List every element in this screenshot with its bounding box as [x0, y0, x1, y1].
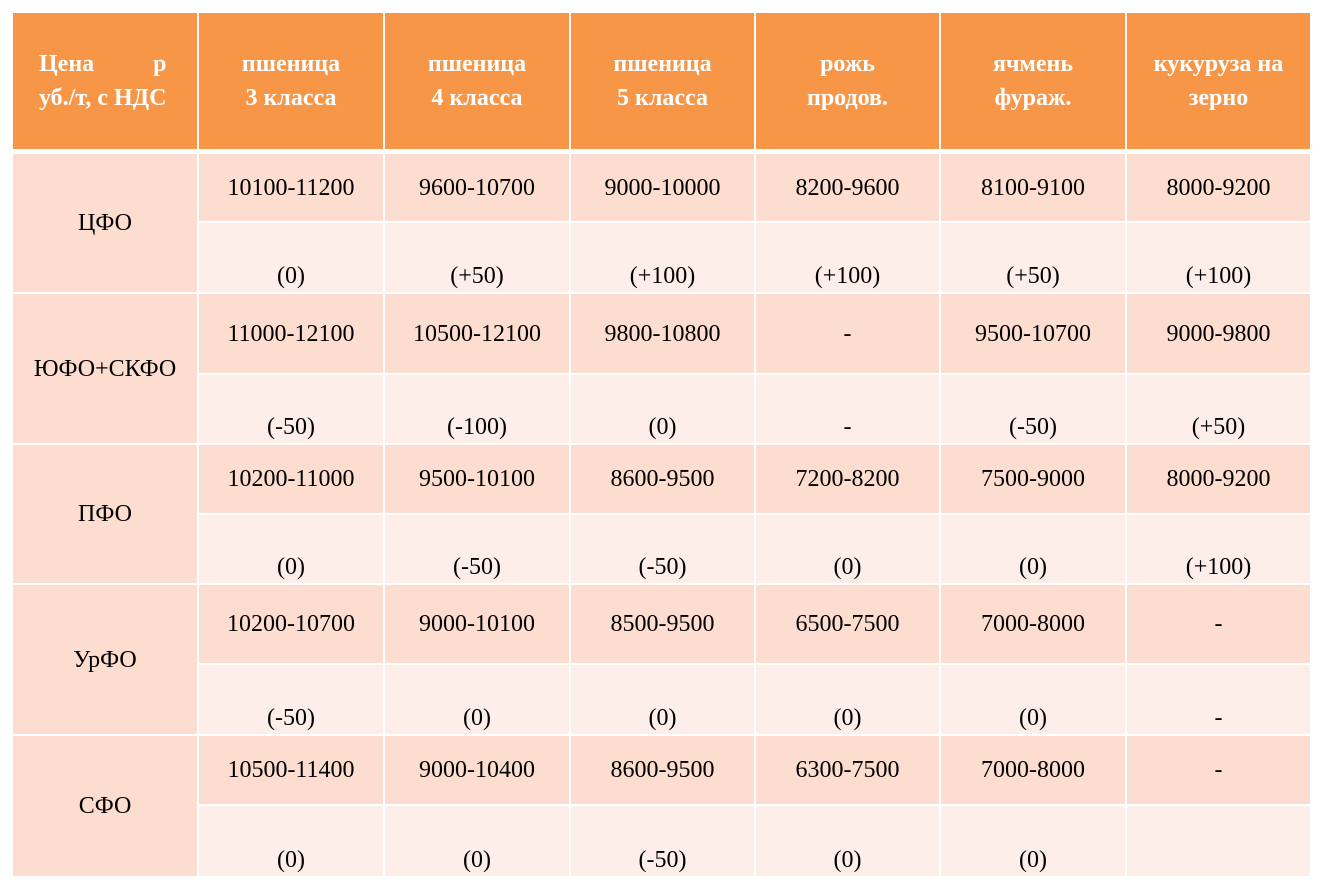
header-cell-crop: пшеница 5 класса — [571, 13, 754, 149]
price-cell: 8000-9200 — [1127, 445, 1310, 513]
price-cell: 9600-10700 — [385, 154, 569, 221]
region-cell: ЦФО — [13, 154, 197, 292]
price-cell: 8200-9600 — [756, 154, 939, 221]
change-cell: (-50) — [199, 375, 383, 443]
change-cell: (-50) — [571, 806, 754, 876]
price-cell: 11000-12100 — [199, 294, 383, 373]
change-cell: (0) — [941, 806, 1125, 876]
change-cell: (+100) — [571, 223, 754, 292]
region-cell: УрФО — [13, 585, 197, 734]
price-cell: 10100-11200 — [199, 154, 383, 221]
price-cell: - — [756, 294, 939, 373]
price-cell: 10200-10700 — [199, 585, 383, 663]
change-cell: (0) — [385, 665, 569, 734]
price-cell: - — [1127, 585, 1310, 663]
price-cell: 7000-8000 — [941, 736, 1125, 804]
change-cell: (+100) — [1127, 223, 1310, 292]
price-cell: 8500-9500 — [571, 585, 754, 663]
change-cell: (+100) — [756, 223, 939, 292]
header-cell-crop: ячмень фураж. — [941, 13, 1125, 149]
change-cell — [1127, 806, 1310, 876]
header-cell-crop: пшеница 4 класса — [385, 13, 569, 149]
header-cell-crop: кукуруза на зерно — [1127, 13, 1310, 149]
price-cell: 9000-10400 — [385, 736, 569, 804]
header-cell-crop: пшеница 3 класса — [199, 13, 383, 149]
price-cell: 8100-9100 — [941, 154, 1125, 221]
change-cell: (+50) — [1127, 375, 1310, 443]
price-cell: 7200-8200 — [756, 445, 939, 513]
change-cell: (+100) — [1127, 515, 1310, 583]
price-cell: 9000-9800 — [1127, 294, 1310, 373]
price-cell: 10500-12100 — [385, 294, 569, 373]
price-cell: 7500-9000 — [941, 445, 1125, 513]
change-cell: (0) — [571, 375, 754, 443]
price-cell: 9500-10700 — [941, 294, 1125, 373]
change-cell: (0) — [756, 806, 939, 876]
price-cell: 9000-10000 — [571, 154, 754, 221]
change-cell: (0) — [385, 806, 569, 876]
price-cell: 8600-9500 — [571, 736, 754, 804]
region-cell: ЮФО+СКФО — [13, 294, 197, 443]
change-cell: (0) — [756, 665, 939, 734]
price-cell: - — [1127, 736, 1310, 804]
change-cell: (0) — [199, 515, 383, 583]
region-cell: СФО — [13, 736, 197, 876]
header-cell-crop: рожь продов. — [756, 13, 939, 149]
change-cell: (-100) — [385, 375, 569, 443]
change-cell: (0) — [571, 665, 754, 734]
change-cell: (0) — [941, 515, 1125, 583]
change-cell: (+50) — [385, 223, 569, 292]
change-cell: - — [1127, 665, 1310, 734]
price-cell: 10200-11000 — [199, 445, 383, 513]
header-cell-price-label: Цена р уб./т, с НДС — [13, 13, 197, 149]
price-cell: 6500-7500 — [756, 585, 939, 663]
price-cell: 9000-10100 — [385, 585, 569, 663]
change-cell: - — [756, 375, 939, 443]
change-cell: (-50) — [571, 515, 754, 583]
change-cell: (+50) — [941, 223, 1125, 292]
change-cell: (-50) — [941, 375, 1125, 443]
price-cell: 8600-9500 — [571, 445, 754, 513]
change-cell: (0) — [199, 223, 383, 292]
change-cell: (0) — [756, 515, 939, 583]
region-cell: ПФО — [13, 445, 197, 583]
price-cell: 8000-9200 — [1127, 154, 1310, 221]
price-cell: 7000-8000 — [941, 585, 1125, 663]
change-cell: (-50) — [199, 665, 383, 734]
price-cell: 10500-11400 — [199, 736, 383, 804]
change-cell: (-50) — [385, 515, 569, 583]
price-cell: 9500-10100 — [385, 445, 569, 513]
change-cell: (0) — [199, 806, 383, 876]
price-cell: 6300-7500 — [756, 736, 939, 804]
change-cell: (0) — [941, 665, 1125, 734]
price-cell: 9800-10800 — [571, 294, 754, 373]
